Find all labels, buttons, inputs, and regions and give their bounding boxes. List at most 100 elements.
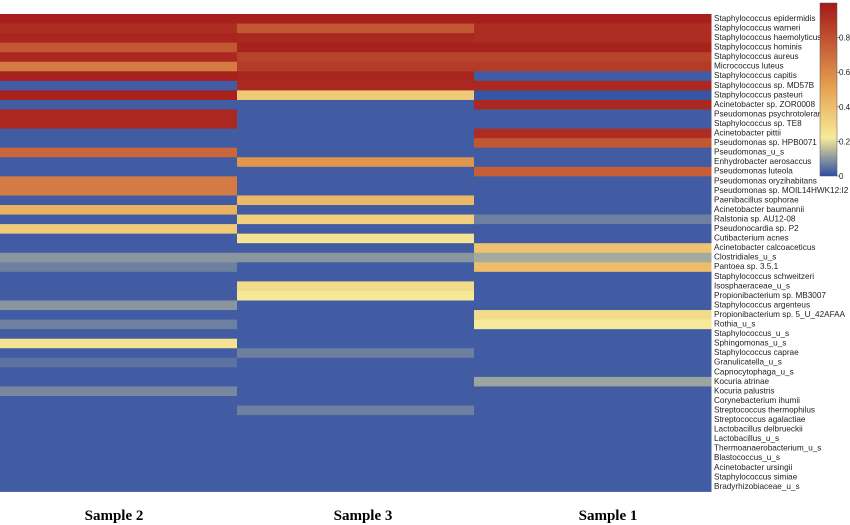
- heatmap-cell: [474, 157, 712, 168]
- row-label: Enhydrobacter aerosaccus: [714, 157, 811, 166]
- heatmap-cell: [237, 147, 475, 158]
- row-label: Pseudomonas sp. HPB0071: [714, 138, 817, 147]
- heatmap-cell: [237, 176, 475, 187]
- heatmap-cell: [474, 443, 712, 454]
- row-label: Acinetobacter baumannii: [714, 205, 804, 214]
- heatmap-cell: [0, 224, 238, 235]
- heatmap-cell: [474, 176, 712, 187]
- row-label: Kocuria atrinae: [714, 377, 770, 386]
- heatmap-cell: [0, 23, 238, 34]
- heatmap-cell: [474, 396, 712, 406]
- heatmap-cell: [0, 243, 238, 254]
- colorbar: 0 0.2 0.4 0.6 0.8: [819, 2, 850, 181]
- heatmap-cell: [237, 157, 475, 168]
- heatmap-cell: [0, 128, 238, 139]
- row-label: Staphylococcus schweitzeri: [714, 272, 814, 281]
- heatmap-cell: [474, 481, 712, 492]
- heatmap-cell: [0, 195, 238, 206]
- heatmap-cell: [474, 415, 712, 426]
- heatmap-cell: [0, 157, 238, 168]
- heatmap-cell: [0, 252, 238, 263]
- row-label: Staphylococcus sp. TE8: [714, 119, 802, 128]
- heatmap-cell: [0, 42, 238, 53]
- heatmap-cell: [0, 176, 238, 187]
- heatmap-cell: [0, 80, 238, 91]
- colorbar-tick-label: 0: [839, 172, 844, 181]
- heatmap-cell: [0, 166, 238, 177]
- row-label: Staphylococcus haemolyticus: [714, 33, 821, 42]
- heatmap-cell: [237, 61, 475, 72]
- heatmap-cell: [237, 338, 475, 349]
- heatmap-cell: [237, 42, 475, 53]
- heatmap-cell: [474, 23, 712, 34]
- colorbar-tick-label: 0.8: [839, 34, 850, 43]
- heatmap-cell: [474, 224, 712, 235]
- heatmap-cell: [0, 329, 238, 340]
- column-label: Sample 1: [579, 508, 638, 524]
- heatmap-cell: [237, 329, 475, 340]
- row-label: Bradyrhizobiaceae_u_s: [714, 482, 800, 491]
- heatmap-cell: [0, 99, 238, 110]
- row-label: Lactobacillus delbrueckii: [714, 425, 803, 434]
- heatmap-cell: [237, 310, 475, 320]
- heatmap-cell: [237, 205, 475, 215]
- heatmap-cell: [474, 90, 712, 101]
- heatmap-cell: [0, 319, 238, 330]
- heatmap-cell: [474, 472, 712, 483]
- row-label: Pseudonocardia sp. P2: [714, 224, 799, 233]
- heatmap-cell: [237, 243, 475, 254]
- row-label: Staphylococcus simiae: [714, 472, 798, 481]
- heatmap-cell: [0, 214, 238, 225]
- row-label: Capnocytophaga_u_s: [714, 367, 794, 376]
- row-label: Staphylococcus epidermidis: [714, 14, 815, 23]
- heatmap-cell: [237, 128, 475, 139]
- heatmap-cell: [474, 329, 712, 340]
- row-label: Rothia_u_s: [714, 320, 755, 329]
- heatmap-cell: [474, 376, 712, 387]
- heatmap-cell: [0, 185, 238, 196]
- heatmap-cell: [237, 233, 475, 244]
- heatmap-cell: [474, 205, 712, 215]
- row-label: Acinetobacter ursingii: [714, 463, 792, 472]
- heatmap-cell: [474, 271, 712, 282]
- heatmap-cell: [237, 396, 475, 406]
- heatmap-cell: [0, 443, 238, 454]
- heatmap-cell: [474, 453, 712, 464]
- heatmap-cell: [0, 472, 238, 483]
- heatmap-cell: [474, 71, 712, 82]
- row-label: Granulicatella_u_s: [714, 358, 782, 367]
- heatmap-cell: [0, 262, 238, 273]
- colorbar-gradient: [819, 2, 838, 177]
- column-label: Sample 2: [85, 508, 144, 524]
- heatmap-cell: [0, 281, 238, 292]
- heatmap-cell: [474, 357, 712, 368]
- row-label: Pseudomonas sp. MOIL14HWK12:I2: [714, 186, 849, 195]
- heatmap-cell: [237, 224, 475, 235]
- heatmap-cell: [474, 434, 712, 445]
- row-label: Isosphaeraceae_u_s: [714, 281, 790, 290]
- row-label: Staphylococcus sp. MD57B: [714, 81, 815, 90]
- heatmap-cell: [474, 367, 712, 378]
- heatmap-cell: [237, 262, 475, 273]
- heatmap-cell: [0, 405, 238, 416]
- row-label: Acinetobacter calcoaceticus: [714, 243, 816, 252]
- heatmap-cell: [0, 52, 238, 63]
- colorbar-tick-label: 0.2: [839, 137, 850, 146]
- heatmap-cell: [237, 252, 475, 263]
- heatmap-cell: [474, 119, 712, 129]
- heatmap-cell: [474, 424, 712, 435]
- row-label: Paenibacillus sophorae: [714, 195, 799, 204]
- heatmap-cell: [0, 386, 238, 397]
- heatmap-cell: [474, 80, 712, 91]
- heatmap-cell: [474, 138, 712, 149]
- heatmap-cell: [474, 14, 712, 24]
- heatmap-cell: [0, 481, 238, 492]
- colorbar-tick-label: 0.4: [839, 103, 850, 112]
- heatmap-cell: [0, 109, 238, 120]
- row-label: Pseudomonas luteola: [714, 167, 793, 176]
- heatmap-cell: [0, 119, 238, 129]
- heatmap-cell: [0, 310, 238, 320]
- heatmap-cell: [0, 147, 238, 158]
- heatmap-cell: [237, 367, 475, 378]
- heatmap-cell: [474, 233, 712, 244]
